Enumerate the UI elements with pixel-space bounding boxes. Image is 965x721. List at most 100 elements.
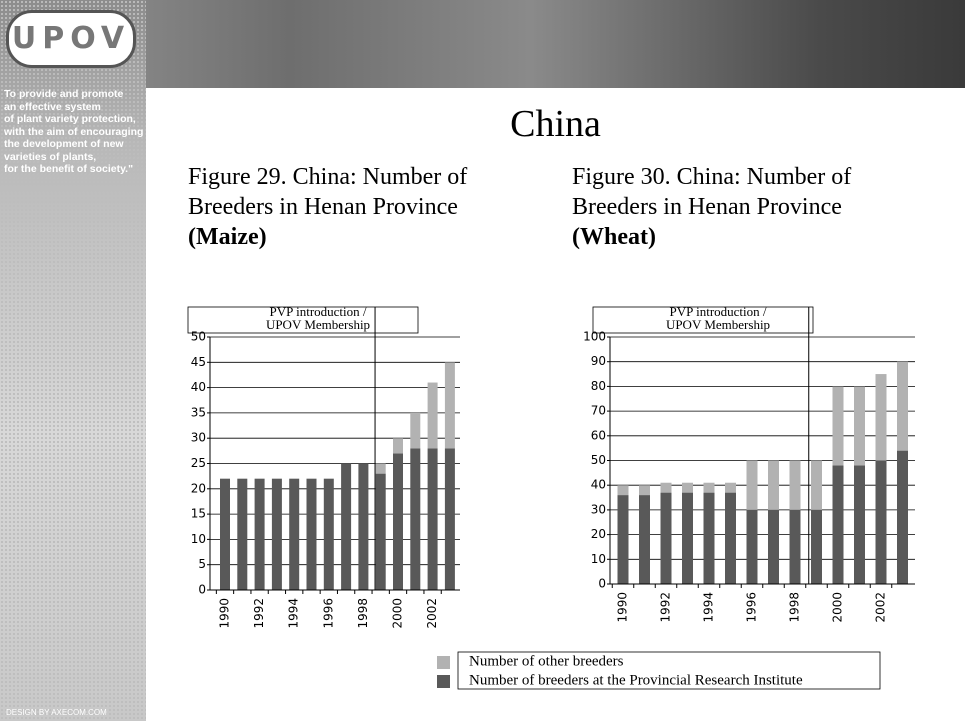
y-tick-label: 10	[591, 552, 606, 566]
bar	[789, 509, 801, 584]
annotation: PVP introduction /	[269, 304, 366, 319]
bar	[427, 382, 438, 449]
x-tick-label: 1992	[659, 592, 673, 623]
bar	[725, 482, 736, 493]
x-tick-label: 1998	[788, 592, 802, 623]
x-tick-label: 1996	[745, 592, 759, 623]
x-tick-label: 1990	[616, 592, 630, 623]
y-tick-label: 40	[591, 478, 606, 492]
y-tick-label: 0	[598, 577, 606, 591]
bar	[897, 450, 908, 584]
motto-line: for the benefit of society."	[4, 163, 134, 175]
caption: Figure 30. China: Number of Breeders in …	[572, 162, 902, 252]
bar	[410, 448, 421, 590]
legend-label: Number of breeders at the Provincial Res…	[469, 672, 803, 688]
y-tick-label: 0	[198, 583, 206, 597]
bar	[725, 492, 736, 584]
legend-box	[457, 651, 881, 690]
bar	[306, 478, 317, 590]
y-tick-label: 5	[198, 557, 206, 571]
bar	[393, 438, 403, 454]
y-tick-label: 20	[191, 481, 206, 495]
bar	[237, 478, 248, 590]
x-tick-label: 2002	[874, 592, 888, 623]
bar	[639, 495, 650, 584]
bar	[832, 465, 844, 584]
motto-line: varieties of plants,	[4, 150, 97, 163]
caption-text: Figure 30. China: Number of Breeders in …	[572, 164, 852, 220]
y-tick-label: 15	[191, 507, 206, 521]
bar	[746, 509, 758, 584]
y-tick-label: 90	[591, 354, 606, 368]
bar	[875, 374, 887, 461]
sidebar: UPOV To provide and promote an effective …	[0, 0, 146, 721]
content: China Figure 29. China: Number of Breede…	[146, 88, 965, 721]
y-tick-label: 100	[583, 330, 606, 344]
x-tick-label: 1992	[252, 598, 266, 629]
bar	[811, 460, 822, 510]
bar	[660, 492, 672, 584]
caption: Figure 29. China: Number of Breeders in …	[188, 162, 518, 252]
x-tick-label: 1996	[321, 598, 335, 629]
logo: UPOV	[6, 10, 136, 68]
x-tick-label: 2000	[831, 592, 845, 623]
bar	[660, 482, 672, 493]
banner	[0, 0, 965, 88]
y-tick-label: 80	[591, 379, 606, 393]
bar	[323, 478, 334, 590]
bar	[768, 509, 779, 584]
bar	[639, 485, 650, 496]
motto-line: an effective system	[4, 100, 101, 113]
legend-swatch	[437, 656, 450, 669]
motto: To provide and promote an effective syste…	[4, 88, 146, 176]
y-tick-label: 25	[191, 456, 206, 470]
bar	[444, 448, 455, 590]
caption-crop: (Maize)	[188, 224, 267, 250]
x-tick-label: 2002	[425, 598, 439, 629]
bar	[375, 473, 386, 590]
caption-crop: (Wheat)	[572, 224, 656, 250]
annotation: UPOV Membership	[666, 317, 770, 332]
y-tick-label: 50	[591, 453, 606, 467]
bar	[410, 412, 421, 449]
y-tick-label: 30	[191, 431, 206, 445]
bar	[427, 448, 438, 590]
x-tick-label: 1994	[287, 598, 301, 629]
motto-line: with the aim of encouraging	[4, 125, 144, 138]
bar	[220, 478, 230, 590]
bar	[768, 460, 779, 510]
bar	[703, 482, 715, 493]
bar	[289, 478, 300, 590]
bar	[854, 386, 865, 466]
bar	[703, 492, 715, 584]
motto-line: the development of new	[4, 138, 124, 150]
annotation: UPOV Membership	[266, 317, 370, 332]
legend-swatch	[437, 675, 450, 688]
bar	[617, 495, 629, 584]
motto-line: To provide and promote	[4, 88, 124, 100]
y-tick-label: 70	[591, 404, 606, 418]
bar	[832, 386, 844, 466]
bar	[746, 460, 758, 510]
bar	[897, 361, 908, 451]
caption-text: Figure 29. China: Number of Breeders in …	[188, 164, 468, 220]
slide-title: China	[510, 103, 601, 145]
bar	[617, 485, 629, 496]
bar	[875, 460, 887, 584]
x-tick-label: 1998	[356, 598, 370, 629]
bar	[444, 362, 455, 449]
bar	[811, 509, 822, 584]
bar	[789, 460, 801, 510]
y-tick-label: 60	[591, 428, 606, 442]
y-tick-label: 10	[191, 532, 206, 546]
motto-line: of plant variety protection,	[4, 113, 136, 125]
y-tick-label: 30	[591, 502, 606, 516]
bar	[341, 463, 352, 590]
x-tick-label: 2000	[391, 598, 405, 629]
bar	[393, 453, 403, 590]
bar	[358, 463, 369, 590]
bar	[271, 478, 282, 590]
y-tick-label: 40	[191, 380, 206, 394]
x-tick-label: 1994	[702, 592, 716, 623]
